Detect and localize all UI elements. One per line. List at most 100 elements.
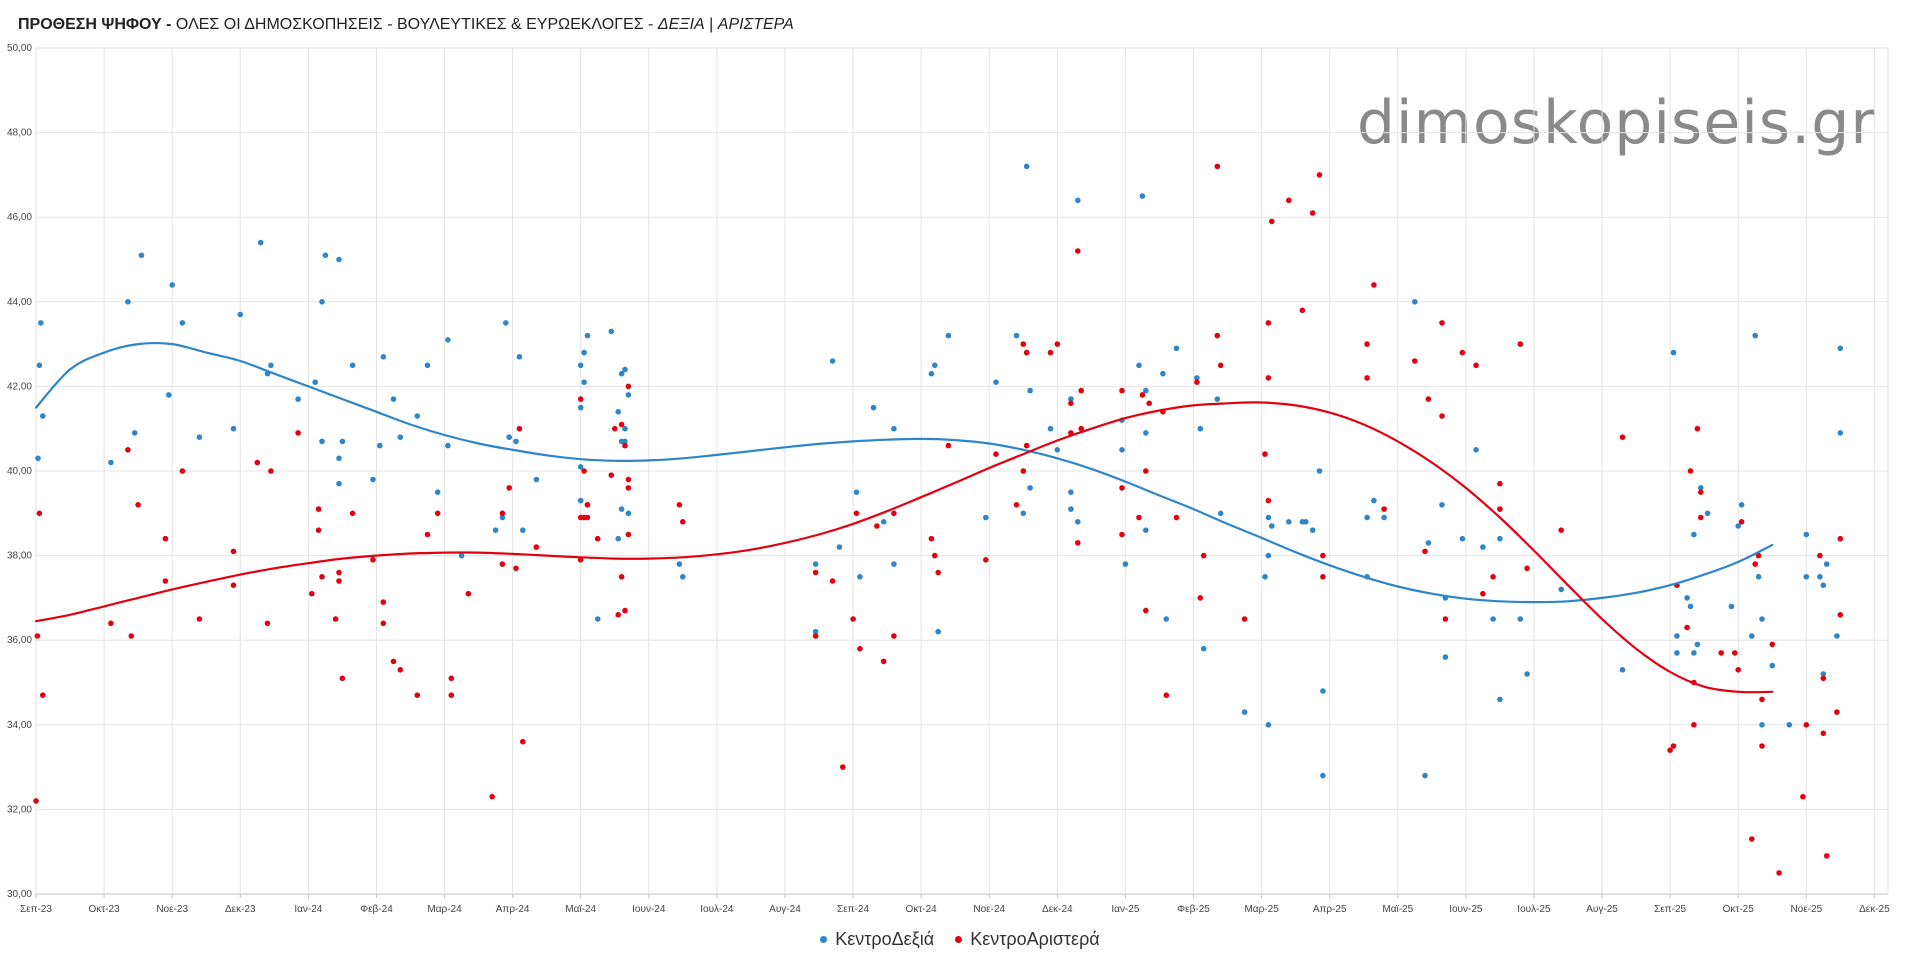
point-right xyxy=(945,332,952,339)
point-left xyxy=(850,616,856,622)
point-left xyxy=(1262,451,1268,457)
point-left xyxy=(434,510,441,517)
point-left xyxy=(1119,531,1125,538)
point-right xyxy=(812,628,819,635)
point-left xyxy=(584,514,591,521)
y-tick-label: 42,00 xyxy=(7,381,32,392)
point-left xyxy=(1143,607,1149,614)
point-left xyxy=(622,442,628,449)
point-right xyxy=(1241,709,1248,715)
point-left xyxy=(268,468,274,474)
point-right xyxy=(1160,370,1166,377)
point-right xyxy=(390,396,397,402)
point-right xyxy=(1200,645,1207,652)
x-tick-label: Σεπ-24 xyxy=(837,904,869,915)
point-right xyxy=(577,497,584,504)
point-right xyxy=(1020,510,1027,517)
point-right xyxy=(625,392,632,398)
point-left xyxy=(1619,434,1626,441)
point-right xyxy=(1136,362,1142,369)
point-right xyxy=(594,616,601,622)
point-right xyxy=(1143,527,1149,533)
point-left xyxy=(1800,793,1806,800)
point-right xyxy=(397,434,404,441)
point-right xyxy=(339,438,346,445)
point-left xyxy=(1820,730,1827,737)
point-left xyxy=(414,692,421,698)
point-left xyxy=(1803,722,1810,728)
point-right xyxy=(1068,506,1074,512)
point-right xyxy=(1320,688,1326,694)
point-right xyxy=(1013,332,1020,339)
legend-marker-right xyxy=(820,936,828,943)
point-right xyxy=(319,299,325,305)
point-left xyxy=(513,565,519,572)
point-left xyxy=(840,764,846,770)
point-right xyxy=(1674,650,1680,656)
point-right xyxy=(1803,574,1810,580)
point-left xyxy=(612,425,618,432)
point-left xyxy=(135,502,141,508)
point-left xyxy=(1412,358,1418,364)
point-right xyxy=(928,370,935,377)
point-left xyxy=(625,476,632,483)
point-left xyxy=(1687,468,1694,474)
point-left xyxy=(1364,341,1370,347)
point-left xyxy=(1371,282,1377,288)
point-left xyxy=(891,633,897,639)
x-axis: Σεπ-23 Οκτ-23 Νοε-23 Δεκ-23 Ιαν-24 Φεβ-24 Μαρ-… xyxy=(20,904,1890,915)
point-right xyxy=(1139,193,1146,199)
point-left xyxy=(1749,836,1755,842)
point-right xyxy=(257,239,264,246)
point-left xyxy=(397,667,404,673)
point-left xyxy=(336,569,342,576)
y-tick-label: 48,00 xyxy=(7,128,32,139)
point-right xyxy=(1075,519,1081,525)
point-right xyxy=(138,252,145,259)
point-right xyxy=(1619,667,1626,673)
point-right xyxy=(131,430,138,436)
point-right xyxy=(1674,633,1680,639)
x-tick-label: Νοε-25 xyxy=(1790,904,1822,915)
point-left xyxy=(829,578,836,584)
legend: ΚεντροΔεξιά ΚεντροΑριστερά xyxy=(0,927,1920,950)
title-right: ΔΕΞΙΑ xyxy=(657,16,705,33)
point-left xyxy=(932,552,938,559)
point-left xyxy=(1439,320,1445,326)
point-right xyxy=(36,362,43,369)
point-left xyxy=(1823,853,1830,859)
point-right xyxy=(1217,510,1224,517)
point-right xyxy=(1262,574,1268,580)
point-right xyxy=(1752,332,1758,339)
point-left xyxy=(1075,540,1081,546)
point-left xyxy=(857,645,863,652)
point-right xyxy=(434,489,441,496)
point-right xyxy=(1214,396,1221,402)
x-tick-label: Σεπ-25 xyxy=(1654,904,1686,915)
point-left xyxy=(1146,400,1152,407)
point-left xyxy=(1381,506,1387,512)
point-right xyxy=(125,299,131,305)
point-left xyxy=(230,582,237,588)
point-right xyxy=(1047,425,1054,432)
point-right xyxy=(336,455,342,462)
point-right xyxy=(1023,163,1030,170)
point-left xyxy=(618,574,625,580)
point-left xyxy=(812,569,819,576)
point-left xyxy=(891,510,897,517)
point-left xyxy=(489,793,496,800)
point-left xyxy=(594,535,601,542)
point-right xyxy=(1704,510,1711,517)
point-right xyxy=(506,434,512,441)
point-left xyxy=(319,574,325,580)
point-left xyxy=(349,510,356,517)
y-tick-label: 34,00 xyxy=(7,720,32,731)
point-right xyxy=(336,256,342,263)
x-tick-label: Ιουν-25 xyxy=(1449,904,1483,915)
point-right xyxy=(622,425,628,432)
point-right xyxy=(618,370,625,377)
point-left xyxy=(625,383,632,390)
point-right xyxy=(577,404,584,411)
point-right xyxy=(1412,299,1418,305)
point-left xyxy=(1524,565,1530,572)
